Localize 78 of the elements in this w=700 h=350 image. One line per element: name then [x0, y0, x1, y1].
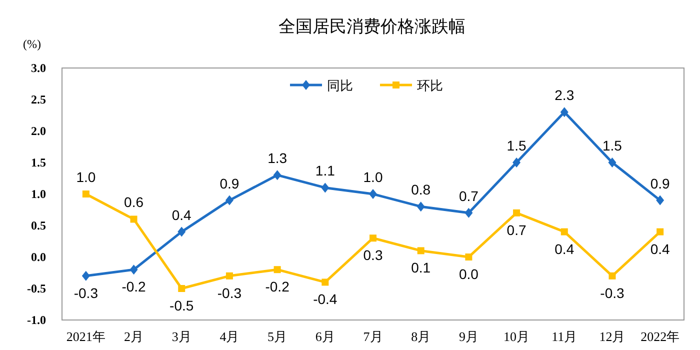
x-tick-label: 10月 [504, 329, 530, 344]
point [608, 158, 616, 168]
y-tick-label: 0.5 [31, 218, 46, 232]
point [274, 266, 281, 274]
data-label: 0.3 [363, 247, 383, 264]
point [512, 158, 521, 168]
x-tick-label: 2022年 [640, 329, 680, 344]
point [370, 234, 376, 242]
data-label: 0.1 [411, 260, 431, 276]
data-label: 0.7 [458, 188, 479, 204]
point [560, 228, 568, 236]
point [82, 270, 90, 281]
point [417, 247, 424, 254]
data-label: -0.4 [313, 291, 338, 308]
data-label: 0.7 [506, 222, 526, 238]
y-tick-label: 1.5 [31, 156, 46, 170]
point [321, 182, 330, 193]
point [416, 202, 425, 212]
point [178, 285, 186, 292]
point [464, 208, 473, 218]
point [513, 209, 520, 216]
point [130, 216, 138, 223]
x-tick-label: 6月 [315, 329, 335, 344]
point [656, 195, 664, 206]
legend-label: 同比 [327, 78, 353, 93]
y-tick-label: 3.0 [31, 61, 46, 75]
x-tick-label: 9月 [458, 329, 478, 344]
data-label: -0.5 [170, 298, 194, 314]
x-tick-label: 2月 [124, 329, 144, 344]
point [82, 190, 90, 198]
data-label: 1.1 [315, 162, 336, 179]
x-tick-label: 2021年 [66, 329, 106, 344]
data-label: 0.9 [220, 175, 240, 192]
data-label: 1.3 [268, 150, 288, 166]
data-label: 0.4 [172, 206, 192, 223]
data-label: -0.3 [600, 284, 625, 301]
data-label: 1.0 [363, 169, 383, 185]
point [369, 189, 377, 199]
y-tick-label: -0.5 [27, 282, 46, 296]
point [226, 272, 233, 280]
point [656, 228, 664, 236]
x-tick-label: 3月 [172, 329, 192, 344]
point [560, 107, 568, 118]
data-label: 0.0 [458, 266, 479, 282]
data-label: -0.2 [122, 278, 146, 295]
legend-label: 环比 [417, 78, 443, 93]
y-tick-label: -1.0 [27, 313, 46, 327]
chart-title: 全国居民消费价格涨跌幅 [278, 17, 466, 36]
y-axis-title: (%) [23, 37, 41, 51]
point [130, 264, 138, 275]
x-tick-label: 11月 [552, 329, 578, 344]
x-tick-label: 12月 [599, 329, 626, 344]
data-label: 0.4 [554, 240, 574, 257]
data-label: -0.3 [74, 284, 98, 301]
y-tick-label: 2.5 [31, 92, 46, 106]
point [273, 170, 282, 180]
data-label: 1.5 [602, 138, 622, 154]
x-tick-label: 5月 [268, 329, 288, 344]
data-label: -0.3 [217, 284, 242, 301]
point [322, 278, 329, 286]
data-label: 0.6 [124, 194, 144, 210]
data-label: 1.5 [506, 138, 526, 154]
x-tick-label: 4月 [220, 329, 240, 344]
data-label: -0.2 [265, 278, 290, 295]
y-tick-label: 2.0 [31, 124, 46, 138]
data-label: 2.3 [554, 87, 574, 104]
x-tick-label: 7月 [363, 329, 383, 344]
data-label: 1.0 [76, 169, 96, 185]
x-tick-label: 8月 [411, 329, 431, 344]
data-label: 0.4 [650, 240, 670, 257]
y-tick-label: 0.0 [31, 250, 46, 264]
point [608, 272, 616, 280]
point [465, 254, 472, 260]
y-tick-label: 1.0 [31, 187, 46, 201]
point [178, 226, 186, 237]
data-label: 0.8 [411, 182, 431, 198]
data-label: 0.9 [650, 175, 670, 192]
point [225, 195, 234, 206]
